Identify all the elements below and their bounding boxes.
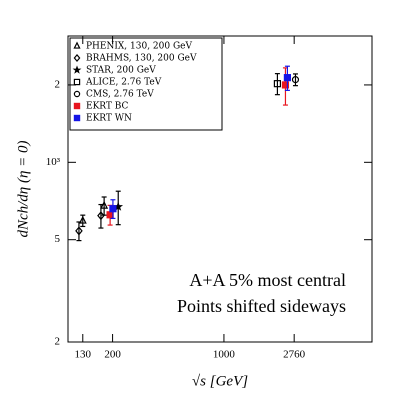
data-point — [273, 80, 282, 88]
legend-label: STAR, 200 GeV — [86, 66, 156, 76]
y-tick-label: 2 — [55, 78, 61, 90]
legend-marker — [73, 78, 81, 86]
legend-box — [69, 37, 223, 131]
x-tick-label: 1000 — [213, 349, 236, 361]
legend-label: PHENIX, 130, 200 GeV — [86, 42, 192, 52]
plot-frame — [67, 35, 373, 343]
legend-marker — [73, 102, 81, 110]
x-axis-label: √s [GeV] — [192, 373, 248, 389]
data-point — [97, 211, 105, 221]
x-tick-label: 2760 — [283, 349, 306, 361]
x-tick-label: 200 — [104, 349, 121, 361]
annotation: A+A 5% most central — [189, 270, 346, 290]
data-point — [109, 205, 117, 213]
legend-marker — [73, 114, 81, 122]
legend-label: CMS, 2.76 TeV — [86, 90, 154, 100]
legend-label: EKRT BC — [86, 102, 129, 112]
data-point — [75, 226, 83, 236]
x-tick-label: 130 — [75, 349, 92, 361]
data-point — [106, 211, 114, 219]
data-point — [281, 81, 290, 89]
legend-label: EKRT WN — [86, 114, 132, 124]
data-point — [78, 215, 87, 224]
y-axis-label: dNch/dη (η = 0) — [15, 140, 31, 237]
legend-marker — [72, 65, 82, 74]
data-point — [283, 74, 292, 82]
y-tick-label: 2 — [55, 336, 61, 348]
data-point — [291, 76, 300, 84]
legend-marker — [73, 90, 81, 98]
legend-label: ALICE, 2.76 TeV — [85, 78, 162, 88]
y-tick-label: 10³ — [46, 156, 61, 168]
y-tick-label: 5 — [55, 233, 61, 245]
annotation: Points shifted sideways — [177, 296, 346, 316]
legend-marker — [73, 41, 81, 49]
legend-marker — [73, 53, 81, 63]
legend-label: BRAHMS, 130, 200 GeV — [86, 54, 197, 64]
